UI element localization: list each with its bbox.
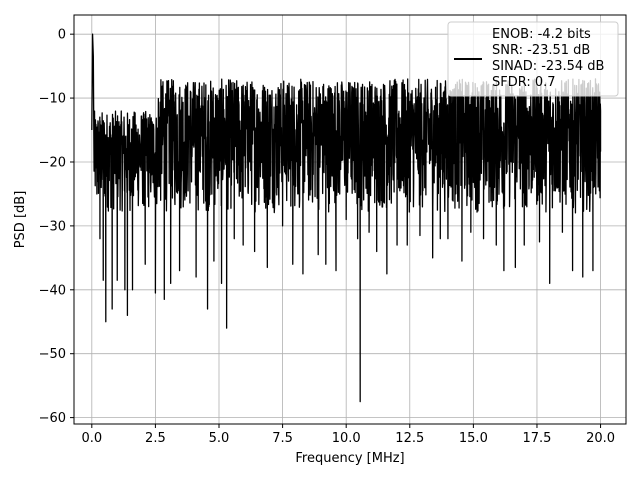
y-tick-label: −10	[39, 92, 66, 107]
y-tick-label: −20	[39, 155, 66, 170]
x-tick-label: 10.0	[332, 431, 361, 446]
x-axis-label: Frequency [MHz]	[295, 451, 404, 466]
legend-line-enob: ENOB: -4.2 bits	[492, 27, 591, 42]
plot-data	[91, 33, 602, 403]
y-tick-label: −40	[39, 283, 66, 298]
legend: ENOB: -4.2 bits SNR: -23.51 dB SINAD: -2…	[447, 21, 619, 97]
x-tick-label: 15.0	[459, 431, 488, 446]
axis-ticks: 0.0 2.5 5.0 7.5 10.0 12.5 15.0 17.5 20.0 0 −10 −20 −…	[39, 28, 615, 446]
x-tick-label: 0.0	[81, 431, 102, 446]
x-tick-label: 2.5	[145, 431, 166, 446]
legend-box	[447, 21, 619, 97]
y-axis-label: PSD [dB]	[13, 191, 28, 249]
x-tick-label: 20.0	[586, 431, 615, 446]
axes-frame	[73, 14, 627, 425]
y-tick-label: 0	[58, 28, 66, 43]
legend-line-sinad: SINAD: -23.54 dB	[492, 59, 604, 74]
y-tick-label: −60	[39, 411, 66, 426]
x-tick-label: 7.5	[272, 431, 293, 446]
y-tick-label: −30	[39, 219, 66, 234]
x-tick-label: 17.5	[522, 431, 551, 446]
psd-series-line	[91, 33, 602, 403]
x-tick-label: 12.5	[395, 431, 424, 446]
legend-line-snr: SNR: -23.51 dB	[492, 43, 590, 58]
y-tick-label: −50	[39, 347, 66, 362]
x-tick-label: 5.0	[209, 431, 230, 446]
legend-line-sfdr: SFDR: 0.7	[492, 75, 556, 90]
